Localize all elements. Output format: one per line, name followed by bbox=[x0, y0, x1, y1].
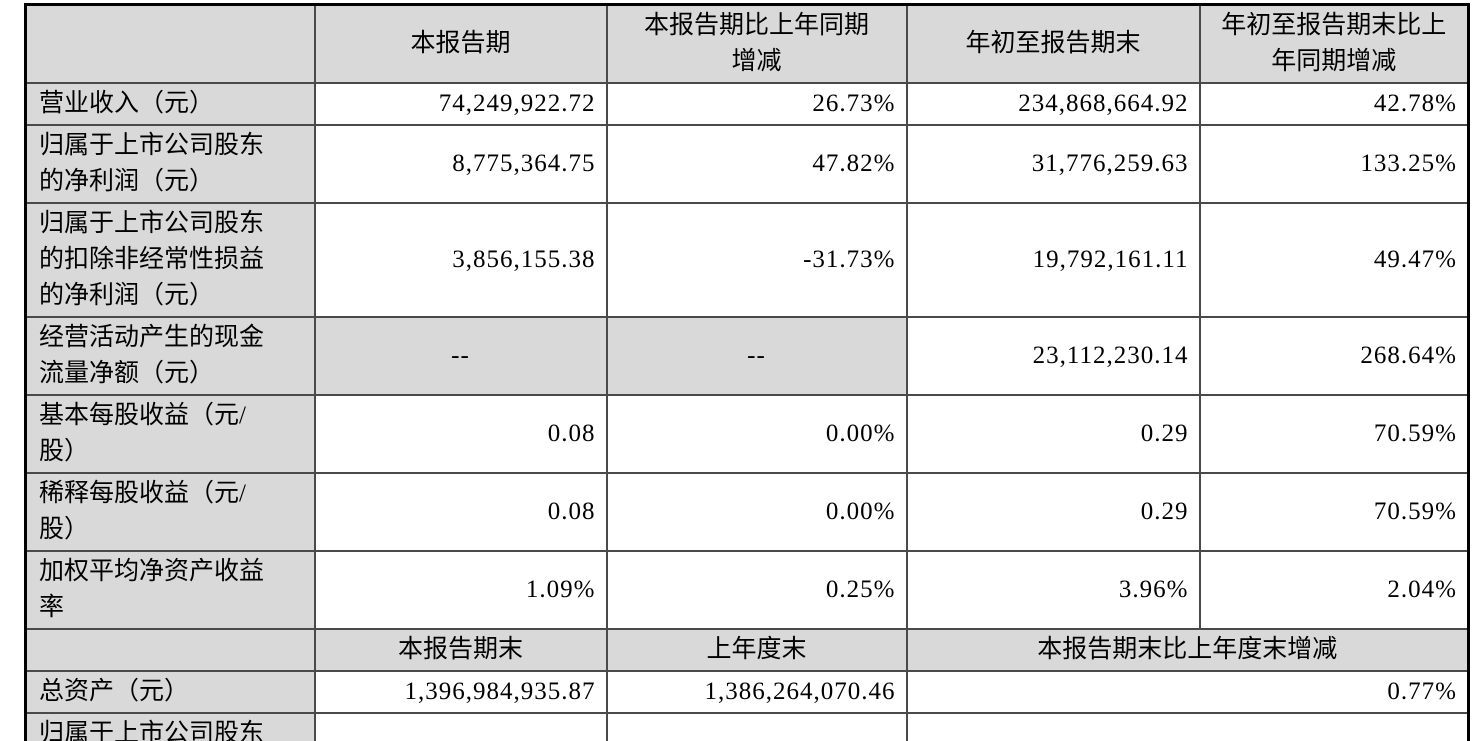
operating-cash-flow-ytd-yoy-change: 268.64% bbox=[1198, 316, 1470, 396]
col-header-current-period: 本报告期 bbox=[313, 3, 608, 84]
revenue-current-period: 74,249,922.72 bbox=[313, 82, 608, 126]
net-profit-excl-current-period: 3,856,155.38 bbox=[313, 202, 608, 318]
table-row-operating-cash-flow: 经营活动产生的现金 流量净额（元） -- -- 23,112,230.14 26… bbox=[24, 316, 1470, 396]
col-header-end-of-prior-year: 上年度末 bbox=[605, 628, 908, 672]
table-row-shareholders-equity: 归属于上市公司股东 的所有者权益（元） 852,530,917.88 719,2… bbox=[24, 712, 1470, 741]
col-header-year-to-date: 年初至报告期末 bbox=[905, 3, 1201, 84]
diluted-eps-yoy-change: 0.00% bbox=[605, 472, 908, 552]
row-label-revenue: 营业收入（元） bbox=[24, 82, 316, 126]
shareholders-equity-change: 18.53% bbox=[905, 712, 1470, 741]
col-header-period-end-vs-prior-year-end: 本报告期末比上年度末增减 bbox=[905, 628, 1470, 672]
row-label-total-assets: 总资产（元） bbox=[24, 670, 316, 714]
operating-cash-flow-current-period: -- bbox=[313, 316, 608, 396]
net-profit-excl-ytd-yoy-change: 49.47% bbox=[1198, 202, 1470, 318]
basic-eps-ytd-yoy-change: 70.59% bbox=[1198, 394, 1470, 474]
diluted-eps-ytd: 0.29 bbox=[905, 472, 1201, 552]
table-header-row: 本报告期 本报告期比上年同期 增减 年初至报告期末 年初至报告期末比上 年同期增… bbox=[24, 3, 1470, 84]
weighted-avg-roe-yoy-change: 0.25% bbox=[605, 550, 908, 630]
revenue-yoy-change: 26.73% bbox=[605, 82, 908, 126]
weighted-avg-roe-ytd-yoy-change: 2.04% bbox=[1198, 550, 1470, 630]
net-profit-ytd-yoy-change: 133.25% bbox=[1198, 124, 1470, 204]
net-profit-ytd: 31,776,259.63 bbox=[905, 124, 1201, 204]
table-row-basic-eps: 基本每股收益（元/ 股） 0.08 0.00% 0.29 70.59% bbox=[24, 394, 1470, 474]
table-row-net-profit: 归属于上市公司股东 的净利润（元） 8,775,364.75 47.82% 31… bbox=[24, 124, 1470, 204]
table-row-revenue: 营业收入（元） 74,249,922.72 26.73% 234,868,664… bbox=[24, 82, 1470, 126]
col-header-ytd-vs-prior-yoy: 年初至报告期末比上 年同期增减 bbox=[1198, 3, 1470, 84]
shareholders-equity-end-of-prior-year: 719,246,966.18 bbox=[605, 712, 908, 741]
revenue-ytd-yoy-change: 42.78% bbox=[1198, 82, 1470, 126]
table-row-net-profit-excl-nonrecurring: 归属于上市公司股东 的扣除非经常性损益 的净利润（元） 3,856,155.38… bbox=[24, 202, 1470, 318]
shareholders-equity-end-of-period: 852,530,917.88 bbox=[313, 712, 608, 741]
weighted-avg-roe-current-period: 1.09% bbox=[313, 550, 608, 630]
operating-cash-flow-yoy-change: -- bbox=[605, 316, 908, 396]
net-profit-excl-ytd: 19,792,161.11 bbox=[905, 202, 1201, 318]
table-row-weighted-avg-roe: 加权平均净资产收益 率 1.09% 0.25% 3.96% 2.04% bbox=[24, 550, 1470, 630]
weighted-avg-roe-ytd: 3.96% bbox=[905, 550, 1201, 630]
diluted-eps-current-period: 0.08 bbox=[313, 472, 608, 552]
basic-eps-current-period: 0.08 bbox=[313, 394, 608, 474]
row-label-operating-cash-flow: 经营活动产生的现金 流量净额（元） bbox=[24, 316, 316, 396]
row-label-net-profit-excl-nonrecurring: 归属于上市公司股东 的扣除非经常性损益 的净利润（元） bbox=[24, 202, 316, 318]
table-row-diluted-eps: 稀释每股收益（元/ 股） 0.08 0.00% 0.29 70.59% bbox=[24, 472, 1470, 552]
row-label-diluted-eps: 稀释每股收益（元/ 股） bbox=[24, 472, 316, 552]
total-assets-change: 0.77% bbox=[905, 670, 1470, 714]
col-header-current-vs-prior-yoy: 本报告期比上年同期 增减 bbox=[605, 3, 908, 84]
operating-cash-flow-ytd: 23,112,230.14 bbox=[905, 316, 1201, 396]
col-header-end-of-period: 本报告期末 bbox=[313, 628, 608, 672]
net-profit-current-period: 8,775,364.75 bbox=[313, 124, 608, 204]
basic-eps-yoy-change: 0.00% bbox=[605, 394, 908, 474]
row-label-net-profit: 归属于上市公司股东 的净利润（元） bbox=[24, 124, 316, 204]
net-profit-yoy-change: 47.82% bbox=[605, 124, 908, 204]
row-label-weighted-avg-roe: 加权平均净资产收益 率 bbox=[24, 550, 316, 630]
total-assets-end-of-period: 1,396,984,935.87 bbox=[313, 670, 608, 714]
subheader-corner-cell bbox=[24, 628, 316, 672]
corner-cell bbox=[24, 3, 316, 84]
net-profit-excl-yoy-change: -31.73% bbox=[605, 202, 908, 318]
row-label-basic-eps: 基本每股收益（元/ 股） bbox=[24, 394, 316, 474]
table-row-total-assets: 总资产（元） 1,396,984,935.87 1,386,264,070.46… bbox=[24, 670, 1470, 714]
diluted-eps-ytd-yoy-change: 70.59% bbox=[1198, 472, 1470, 552]
basic-eps-ytd: 0.29 bbox=[905, 394, 1201, 474]
table-subheader-row: 本报告期末 上年度末 本报告期末比上年度末增减 bbox=[24, 628, 1470, 672]
total-assets-end-of-prior-year: 1,386,264,070.46 bbox=[605, 670, 908, 714]
row-label-shareholders-equity: 归属于上市公司股东 的所有者权益（元） bbox=[24, 712, 316, 741]
revenue-ytd: 234,868,664.92 bbox=[905, 82, 1201, 126]
key-financials-table: 本报告期 本报告期比上年同期 增减 年初至报告期末 年初至报告期末比上 年同期增… bbox=[24, 3, 1470, 741]
